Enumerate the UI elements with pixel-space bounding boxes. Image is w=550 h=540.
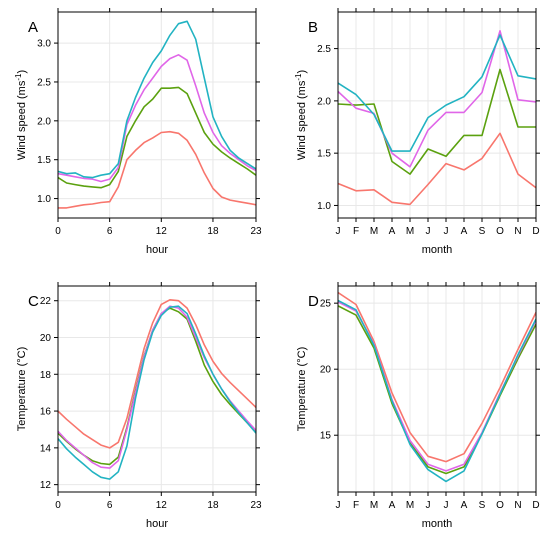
x-tick-label: N — [514, 500, 521, 511]
y-axis-label-close: ) — [296, 70, 308, 74]
y-tick-label: 12 — [40, 480, 52, 491]
x-tick-label: D — [532, 500, 539, 511]
x-tick-label: J — [444, 500, 449, 511]
x-tick-label: M — [370, 500, 378, 511]
series-line-cyan — [338, 34, 536, 152]
x-tick-label: A — [389, 226, 396, 237]
x-tick-label: 18 — [207, 500, 219, 511]
x-tick-label: 12 — [156, 500, 168, 511]
x-tick-label: J — [336, 500, 341, 511]
plot-frame — [337, 11, 537, 219]
y-tick-label: 16 — [40, 407, 52, 418]
series-line-red — [58, 298, 256, 449]
x-tick-label: 6 — [107, 226, 113, 237]
y-axis-label: Temperature (°C) — [16, 347, 28, 431]
y-tick-label: 2.0 — [317, 96, 331, 107]
series-line-red — [338, 291, 536, 463]
series-line-green — [58, 307, 256, 466]
x-tick-label: 0 — [55, 500, 61, 511]
panel-letter: B — [308, 19, 318, 36]
x-tick-label: J — [426, 500, 431, 511]
x-tick-label: 12 — [156, 226, 168, 237]
x-tick-label: 0 — [55, 226, 61, 237]
y-tick-label: 1.5 — [317, 149, 331, 160]
y-axis-label: Wind speed (ms-1) — [14, 70, 28, 160]
x-tick-label: M — [406, 500, 414, 511]
y-axis-label: Wind speed (ms-1) — [294, 70, 308, 160]
x-axis-label: hour — [146, 244, 168, 256]
y-tick-label: 20 — [40, 333, 52, 344]
x-tick-label: F — [353, 500, 359, 511]
panel-letter: D — [308, 293, 319, 310]
x-axis-label: month — [422, 244, 453, 256]
x-tick-label: M — [406, 226, 414, 237]
y-tick-label: 14 — [40, 443, 52, 454]
series-line-cyan — [338, 299, 536, 483]
y-axis-label: Temperature (°C) — [296, 347, 308, 431]
x-tick-label: S — [479, 226, 486, 237]
y-tick-label: 2.5 — [37, 77, 51, 88]
x-tick-label: D — [532, 226, 539, 237]
chart-panel-a: 0 6 12 18 23 1.0 1.5 2.0 2.5 3.0 hour Wind speed (m… — [14, 8, 262, 256]
x-tick-label: 18 — [207, 226, 219, 237]
y-axis-label-main: Temperature (°C) — [16, 347, 28, 431]
x-tick-label: A — [461, 500, 468, 511]
series-line-cyan — [58, 305, 256, 480]
y-tick-label: 3.0 — [37, 39, 51, 50]
y-tick-label: 15 — [320, 431, 332, 442]
series-line-cyan — [58, 20, 256, 179]
x-tick-label: A — [461, 226, 468, 237]
y-tick-label: 1.0 — [317, 201, 331, 212]
y-tick-label: 25 — [320, 299, 332, 310]
y-tick-label: 2.0 — [37, 116, 51, 127]
y-tick-label: 2.5 — [317, 44, 331, 55]
plot-frame — [57, 11, 257, 219]
plot-frame — [57, 285, 257, 493]
y-axis-label-main: Wind speed (ms — [16, 80, 28, 160]
y-tick-label: 20 — [320, 365, 332, 376]
x-tick-label: J — [336, 226, 341, 237]
y-axis-label-main: Wind speed (ms — [296, 80, 308, 160]
series-line-red — [58, 130, 256, 209]
series-line-green — [338, 68, 536, 175]
x-tick-label: S — [479, 500, 486, 511]
y-axis-label-superscript: -1 — [294, 73, 303, 81]
x-tick-label: 6 — [107, 500, 113, 511]
x-axis-label: month — [422, 518, 453, 530]
x-tick-label: 23 — [250, 500, 262, 511]
x-tick-label: F — [353, 226, 359, 237]
y-axis-label-main: Temperature (°C) — [296, 347, 308, 431]
x-tick-label: O — [496, 226, 504, 237]
x-axis-label: hour — [146, 518, 168, 530]
x-tick-label: M — [370, 226, 378, 237]
y-tick-label: 22 — [40, 296, 52, 307]
chart-panel-c: 0 6 12 18 23 12 14 16 18 20 22 hour Temperature (°C)… — [16, 282, 262, 530]
series-line-red — [338, 132, 536, 206]
y-tick-label: 1.0 — [37, 194, 51, 205]
panel-letter: A — [28, 19, 38, 36]
plot-frame — [337, 285, 537, 493]
y-tick-label: 1.5 — [37, 155, 51, 166]
x-tick-label: 23 — [250, 226, 262, 237]
x-tick-label: J — [426, 226, 431, 237]
series-line-green — [58, 86, 256, 189]
x-tick-label: J — [444, 226, 449, 237]
x-tick-label: O — [496, 500, 504, 511]
series-line-magenta — [58, 53, 256, 183]
y-tick-label: 18 — [40, 370, 52, 381]
x-tick-label: N — [514, 226, 521, 237]
y-axis-label-superscript: -1 — [14, 73, 23, 81]
series-line-magenta — [58, 305, 256, 469]
y-axis-label-close: ) — [16, 70, 28, 74]
panel-letter: C — [28, 293, 39, 310]
x-tick-label: A — [389, 500, 396, 511]
